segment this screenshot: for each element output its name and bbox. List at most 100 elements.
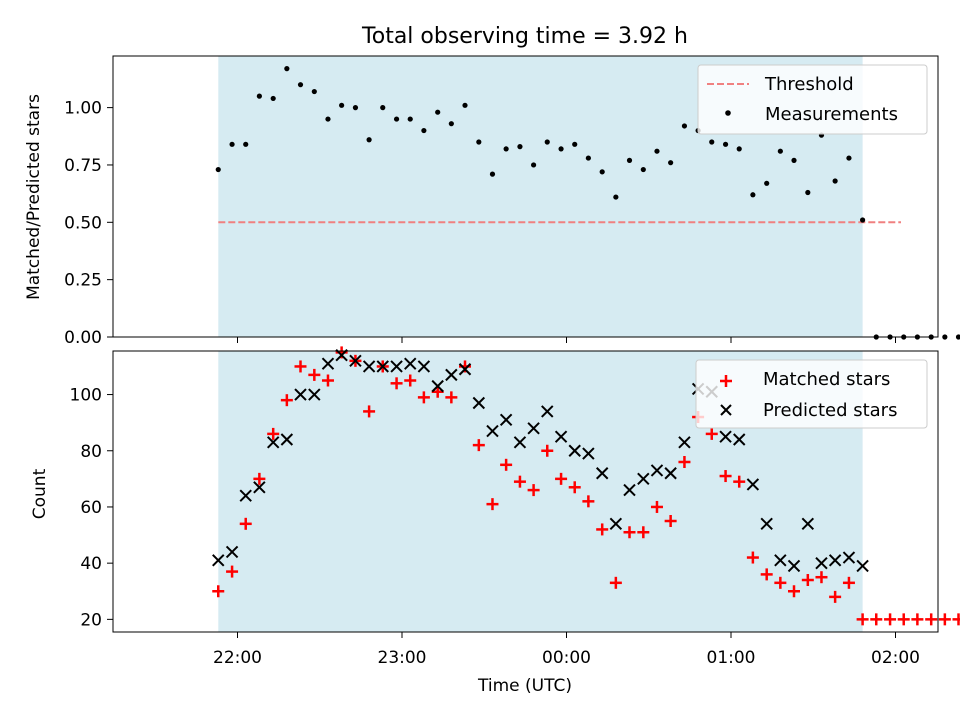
predicted-star-point [513,436,527,449]
measurement-point [339,102,345,108]
measurement-point [955,334,960,340]
matched-star-point [390,377,403,390]
matched-star-point [664,515,677,528]
matched-star-point [678,455,691,468]
legend-measurements-swatch [725,110,731,116]
legend-matched-swatch [720,375,732,387]
matched-star-point [404,374,417,387]
measurements-series [215,66,960,340]
matched-star-point [788,585,801,598]
measurement-point [421,127,427,134]
measurement-point [558,146,564,152]
measurement-point [722,141,729,147]
matched-star-point [705,427,718,440]
predicted-star-point [266,436,280,449]
predicted-star-point [499,413,513,427]
bottom-panel: 20 40 60 80 100 22:00 23:00 00:00 01:00 02:00 Co… [30,346,960,696]
bottom-legend-box [695,359,928,429]
measurement-point [681,123,688,129]
predicted-star-point [225,545,239,559]
bottom-y-tick-label: 20 [80,610,102,630]
predicted-star-point [856,559,869,573]
predicted-star-point [280,433,294,446]
top-y-tick-label: 0.50 [64,213,102,233]
matched-star-point [527,484,540,497]
predicted-star-point [390,360,403,373]
measurement-point [284,66,290,72]
matched-star-point [513,475,526,488]
measurement-point [531,162,537,168]
measurement-point [860,217,866,223]
measurement-point [407,116,413,122]
predicted-star-point [321,357,335,370]
measurement-point [942,334,948,340]
predicted-star-point [458,363,472,376]
legend-threshold-label: Threshold [764,74,854,95]
top-legend: Threshold Measurements [697,64,928,135]
predicted-star-point [294,388,307,401]
x-axis-label: Time (UTC) [477,676,572,696]
top-y-tick-label: 0.00 [64,328,102,348]
predicted-star-point [815,556,828,570]
predicted-star-point [472,396,486,410]
measurement-point [297,82,304,88]
predicted-star-point [609,517,623,531]
matched-star-point [774,576,787,589]
predicted-star-point [527,422,540,435]
matched-star-point [253,472,266,485]
predicted-stars-series [212,349,869,573]
matched-star-point [596,523,609,536]
legend-predicted-label: Predicted stars [763,400,897,421]
bottom-legend: Matched stars Predicted stars [695,359,928,429]
matched-star-point [650,500,663,513]
measurement-point [709,139,715,145]
x-tick-label: 22:00 [213,648,262,668]
predicted-star-point [582,447,595,460]
bottom-y-tick-label: 100 [70,386,102,406]
matched-star-point [431,385,444,398]
measurement-point [448,121,454,127]
matched-star-point [568,481,581,494]
matched-star-point [486,498,499,511]
predicted-star-point [760,517,773,531]
measurement-point [805,189,811,196]
predicted-star-point [541,405,554,418]
measurement-point [366,137,372,143]
measurement-point [654,148,660,154]
predicted-star-point [486,424,499,438]
predicted-star-point [568,444,581,457]
predicted-star-point [842,551,856,564]
x-tick-label: 02:00 [871,648,920,668]
bottom-y-axis: 20 40 60 80 100 [70,386,113,630]
predicted-star-point [733,433,746,446]
predicted-star-point [719,430,732,443]
matched-star-point [842,576,855,589]
bottom-axes-frame [112,350,939,633]
bottom-y-axis-label: Count [30,468,50,519]
top-legend-box [697,64,928,135]
predicted-star-point [595,467,609,480]
predicted-star-point [362,360,376,373]
predicted-star-point [637,472,650,486]
matched-star-point [952,613,960,626]
predicted-star-point [431,379,444,393]
predicted-star-point [678,436,691,449]
top-y-axis: 0.00 0.25 0.50 0.75 1.00 [64,99,113,348]
chart-title: Total observing time = 3.92 h [361,24,688,49]
matched-star-point [555,472,568,485]
predicted-star-point [253,481,266,494]
matched-star-point [541,444,554,457]
matched-star-point [801,574,814,587]
measurement-point [380,105,386,111]
x-tick-label: 23:00 [378,648,427,668]
bottom-y-tick-label: 60 [80,498,102,518]
predicted-star-point [239,489,252,502]
matched-star-point [212,585,225,598]
measurement-point [311,88,317,95]
bottom-y-tick-label: 40 [80,554,102,574]
measurement-point [736,146,742,152]
matched-star-point [815,571,828,584]
top-y-tick-label: 0.25 [64,271,102,291]
predicted-star-point [623,483,636,497]
